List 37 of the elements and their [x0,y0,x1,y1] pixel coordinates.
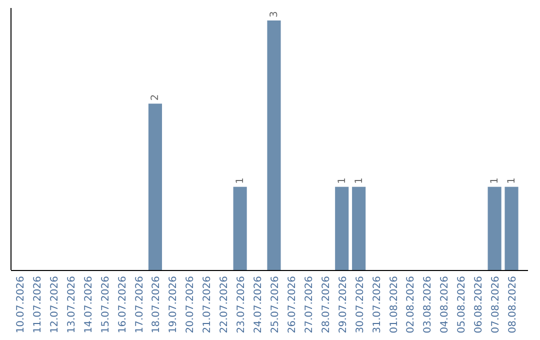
x-tick-label: 29.07.2026 [338,276,349,334]
x-tick-label: 16.07.2026 [117,276,128,334]
x-tick-label: 10.07.2026 [15,276,26,334]
x-tick-label: 15.07.2026 [100,276,112,334]
data-label: 1 [354,177,365,184]
x-tick-label: 19.07.2026 [168,276,180,334]
data-label: 2 [150,94,162,101]
x-tick-label: 06.08.2026 [474,276,485,334]
x-tick-label: 13.07.2026 [66,276,78,334]
x-tick-label: 31.07.2026 [372,276,383,334]
x-tick-label: 26.07.2026 [286,276,298,334]
data-label: 1 [336,177,348,184]
x-tick-label: 27.07.2026 [304,276,315,334]
x-tick-label: 07.08.2026 [490,276,502,334]
data-label: 1 [506,177,518,184]
x-tick-label: 01.08.2026 [388,276,400,334]
x-tick-label: 18.07.2026 [151,276,162,334]
x-tick-label: 04.08.2026 [440,276,451,334]
data-label: 1 [490,177,501,184]
x-tick-label: 17.07.2026 [134,276,146,334]
x-tick-label: 11.07.2026 [32,276,44,334]
x-tick-label: 12.07.2026 [49,276,60,334]
x-tick-label: 22.07.2026 [219,276,230,334]
x-tick-label: 03.08.2026 [422,276,434,334]
data-label: 3 [268,11,280,18]
data-label: 1 [235,177,246,184]
x-tick-label: 25.07.2026 [270,276,281,334]
x-tick-label: 05.08.2026 [456,276,468,334]
x-tick-label: 20.07.2026 [185,276,196,334]
x-tick-label: 24.07.2026 [253,276,264,334]
x-tick-label: 21.07.2026 [202,276,214,334]
x-tick-label: 14.07.2026 [83,276,94,334]
x-tick-label: 08.08.2026 [508,276,519,334]
x-tick-label: 23.07.2026 [236,276,248,334]
x-tick-label: 02.08.2026 [406,276,417,334]
x-tick-label: 28.07.2026 [320,276,332,334]
x-tick-label: 30.07.2026 [354,276,366,334]
